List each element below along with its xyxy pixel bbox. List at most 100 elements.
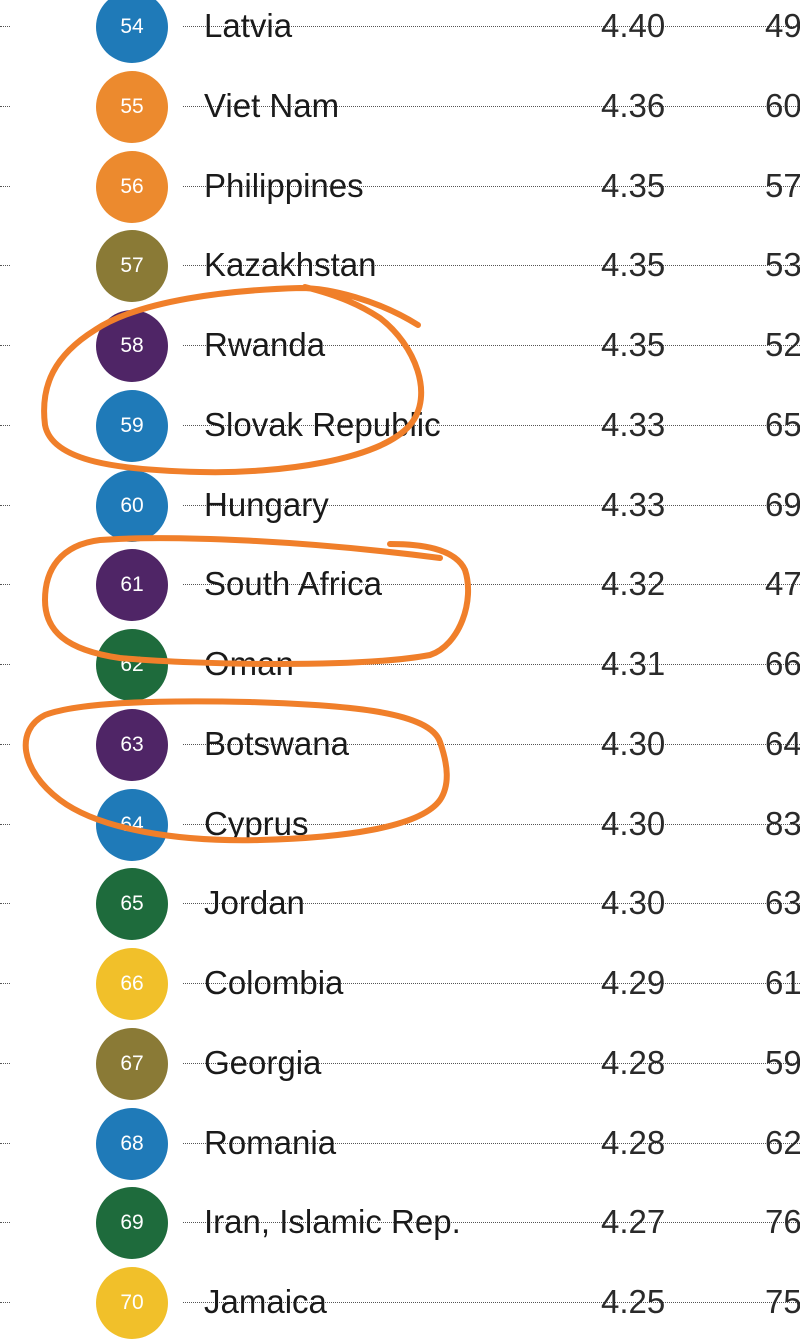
secondary-value: 49 xyxy=(765,7,800,44)
secondary-value: 75 xyxy=(765,1283,800,1320)
secondary-value: 65 xyxy=(765,405,800,443)
row-divider-left xyxy=(0,504,10,506)
row-divider-left xyxy=(0,105,10,107)
table-row: 62 Oman 4.31 66 xyxy=(0,625,800,705)
country-name: Iran, Islamic Rep. xyxy=(204,1203,461,1241)
country-name: Jamaica xyxy=(204,1283,327,1320)
secondary-value: 76 xyxy=(765,1203,800,1241)
country-name: Romania xyxy=(204,1123,337,1161)
row-divider xyxy=(183,1142,800,1144)
rank-badge: 62 xyxy=(96,629,168,701)
rank-badge: 58 xyxy=(96,310,168,382)
secondary-value: 57 xyxy=(765,166,800,204)
rank-badge: 57 xyxy=(96,230,168,303)
score-value: 4.30 xyxy=(601,724,666,762)
country-name: Botswana xyxy=(204,724,349,762)
row-divider-left xyxy=(0,26,10,27)
row-divider-left xyxy=(0,1062,10,1064)
row-divider xyxy=(183,185,800,187)
row-divider-left xyxy=(0,345,10,346)
score-value: 4.31 xyxy=(601,645,666,682)
table-row: 54 Latvia 4.40 49 xyxy=(0,0,800,67)
secondary-value: 59 xyxy=(765,1043,800,1081)
secondary-value: 53 xyxy=(765,246,800,284)
table-row: 69 Iran, Islamic Rep. 4.27 76 xyxy=(0,1183,800,1263)
secondary-value: 66 xyxy=(765,645,800,682)
country-name: Kazakhstan xyxy=(204,246,377,284)
table-row: 66 Colombia 4.29 61 xyxy=(0,944,800,1024)
table-row: 59 Slovak Republic 4.33 65 xyxy=(0,386,800,466)
table-row: 63 Botswana 4.30 64 xyxy=(0,705,800,785)
table-row: 70 Jamaica 4.25 75 xyxy=(0,1263,800,1343)
row-divider xyxy=(183,345,800,346)
country-name: Oman xyxy=(204,645,294,682)
secondary-value: 83 xyxy=(765,804,800,842)
row-divider xyxy=(183,424,800,426)
country-name: Georgia xyxy=(204,1043,322,1081)
score-value: 4.35 xyxy=(601,246,666,284)
row-divider xyxy=(183,903,800,905)
row-divider xyxy=(183,265,800,267)
country-name: Jordan xyxy=(204,884,305,922)
score-value: 4.40 xyxy=(601,7,666,44)
rank-badge: 59 xyxy=(96,389,168,462)
table-row: 68 Romania 4.28 62 xyxy=(0,1104,800,1184)
row-divider-left xyxy=(0,265,10,267)
secondary-value: 63 xyxy=(765,884,800,922)
row-divider xyxy=(183,1222,800,1224)
row-divider-left xyxy=(0,1142,10,1144)
rank-badge: 67 xyxy=(96,1027,168,1100)
row-divider xyxy=(183,26,800,27)
score-value: 4.28 xyxy=(601,1123,666,1161)
score-value: 4.29 xyxy=(601,964,666,1001)
row-divider-left xyxy=(0,903,10,905)
row-divider-left xyxy=(0,743,10,745)
secondary-value: 47 xyxy=(765,565,800,603)
country-name: Colombia xyxy=(204,964,344,1001)
table-row: 60 Hungary 4.33 69 xyxy=(0,466,800,546)
row-divider xyxy=(183,105,800,107)
score-value: 4.25 xyxy=(601,1283,666,1320)
rank-badge: 68 xyxy=(96,1107,168,1180)
rank-badge: 64 xyxy=(96,788,168,861)
row-divider xyxy=(183,743,800,745)
row-divider xyxy=(183,504,800,506)
row-divider-left xyxy=(0,664,10,665)
row-divider-left xyxy=(0,185,10,187)
score-value: 4.35 xyxy=(601,166,666,204)
table-row: 61 South Africa 4.32 47 xyxy=(0,545,800,625)
score-value: 4.32 xyxy=(601,565,666,603)
secondary-value: 64 xyxy=(765,724,800,762)
secondary-value: 62 xyxy=(765,1123,800,1161)
score-value: 4.30 xyxy=(601,884,666,922)
rank-badge: 61 xyxy=(96,549,168,622)
country-name: Rwanda xyxy=(204,326,326,363)
row-divider xyxy=(183,664,800,665)
secondary-value: 69 xyxy=(765,485,800,523)
score-value: 4.27 xyxy=(601,1203,666,1241)
rank-badge: 65 xyxy=(96,868,168,941)
score-value: 4.33 xyxy=(601,405,666,443)
row-divider-left xyxy=(0,1222,10,1224)
secondary-value: 60 xyxy=(765,86,800,124)
country-name: Latvia xyxy=(204,7,293,44)
rank-badge: 70 xyxy=(96,1267,168,1339)
country-name: Cyprus xyxy=(204,804,309,842)
country-name: Viet Nam xyxy=(204,86,340,124)
score-value: 4.28 xyxy=(601,1043,666,1081)
country-name: Slovak Republic xyxy=(204,405,441,443)
row-divider xyxy=(183,823,800,825)
row-divider-left xyxy=(0,823,10,825)
row-divider-left xyxy=(0,584,10,586)
table-row: 64 Cyprus 4.30 83 xyxy=(0,785,800,865)
table-row: 65 Jordan 4.30 63 xyxy=(0,864,800,944)
table-row: 67 Georgia 4.28 59 xyxy=(0,1024,800,1104)
score-value: 4.30 xyxy=(601,804,666,842)
country-name: Hungary xyxy=(204,485,329,523)
secondary-value: 61 xyxy=(765,964,800,1001)
score-value: 4.35 xyxy=(601,326,666,363)
row-divider-left xyxy=(0,983,10,984)
rank-badge: 66 xyxy=(96,948,168,1020)
country-name: Philippines xyxy=(204,166,364,204)
